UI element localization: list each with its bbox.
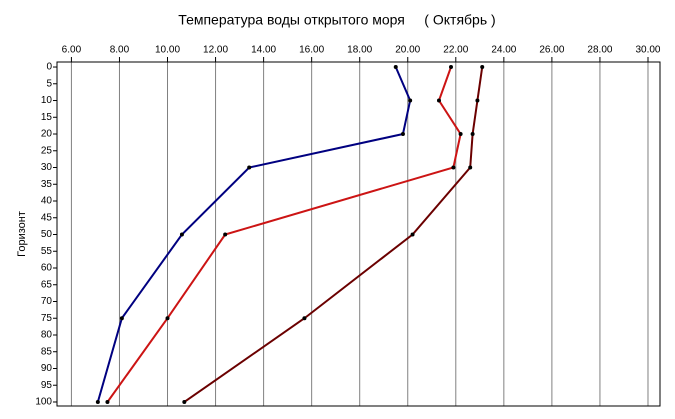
y-tick-label: 100 [35, 397, 52, 408]
y-tick-label: 80 [41, 330, 53, 341]
x-tick-label: 26.00 [539, 45, 564, 56]
y-tick-label: 50 [41, 229, 53, 240]
data-point [470, 132, 475, 137]
x-tick-label: 8.00 [110, 45, 130, 56]
y-tick-label: 65 [41, 279, 53, 290]
y-tick-label: 0 [46, 62, 52, 73]
x-tick-label: 14.00 [251, 45, 276, 56]
data-point [468, 165, 473, 170]
x-tick-label: 28.00 [587, 45, 612, 56]
data-point [105, 399, 110, 404]
y-tick-label: 20 [41, 129, 53, 140]
y-tick-label: 35 [41, 179, 53, 190]
y-tick-label: 90 [41, 363, 53, 374]
plot-frame [56, 61, 661, 407]
data-point [223, 232, 228, 237]
x-tick-label: 18.00 [347, 45, 372, 56]
y-tick-label: 70 [41, 296, 53, 307]
y-tick-label: 10 [41, 95, 53, 106]
y-tick-label: 45 [41, 212, 53, 223]
data-point [247, 165, 252, 170]
x-tick-label: 6.00 [62, 45, 82, 56]
x-tick-label: 24.00 [491, 45, 516, 56]
x-tick-label: 16.00 [299, 45, 324, 56]
data-point [179, 232, 184, 237]
y-tick-label: 55 [41, 246, 53, 257]
x-tick-label: 30.00 [635, 45, 660, 56]
data-point [451, 165, 456, 170]
data-point [475, 98, 480, 103]
data-point [165, 316, 170, 321]
data-point [458, 132, 463, 137]
y-tick-label: 15 [41, 112, 53, 123]
y-tick-label: 60 [41, 263, 53, 274]
data-point [400, 132, 405, 137]
y-tick-label: 5 [46, 78, 52, 89]
y-tick-label: 85 [41, 346, 53, 357]
x-tick-label: 10.00 [155, 45, 180, 56]
data-point [182, 399, 187, 404]
y-tick-label: 75 [41, 313, 53, 324]
data-point [393, 65, 398, 70]
data-point [119, 316, 124, 321]
y-tick-label: 30 [41, 162, 53, 173]
data-point [436, 98, 441, 103]
data-point [480, 65, 485, 70]
data-point [302, 316, 307, 321]
data-point [448, 65, 453, 70]
chart-title: Температура воды открытого моря ( Октябр… [178, 12, 495, 28]
data-point [408, 98, 413, 103]
y-tick-label: 40 [41, 196, 53, 207]
x-tick-label: 12.00 [203, 45, 228, 56]
y-axis-label: Горизонт [16, 211, 28, 257]
x-tick-label: 20.00 [395, 45, 420, 56]
data-point [410, 232, 415, 237]
y-tick-label: 25 [41, 145, 53, 156]
data-point [95, 399, 100, 404]
x-tick-label: 22.00 [443, 45, 468, 56]
y-tick-label: 95 [41, 380, 53, 391]
